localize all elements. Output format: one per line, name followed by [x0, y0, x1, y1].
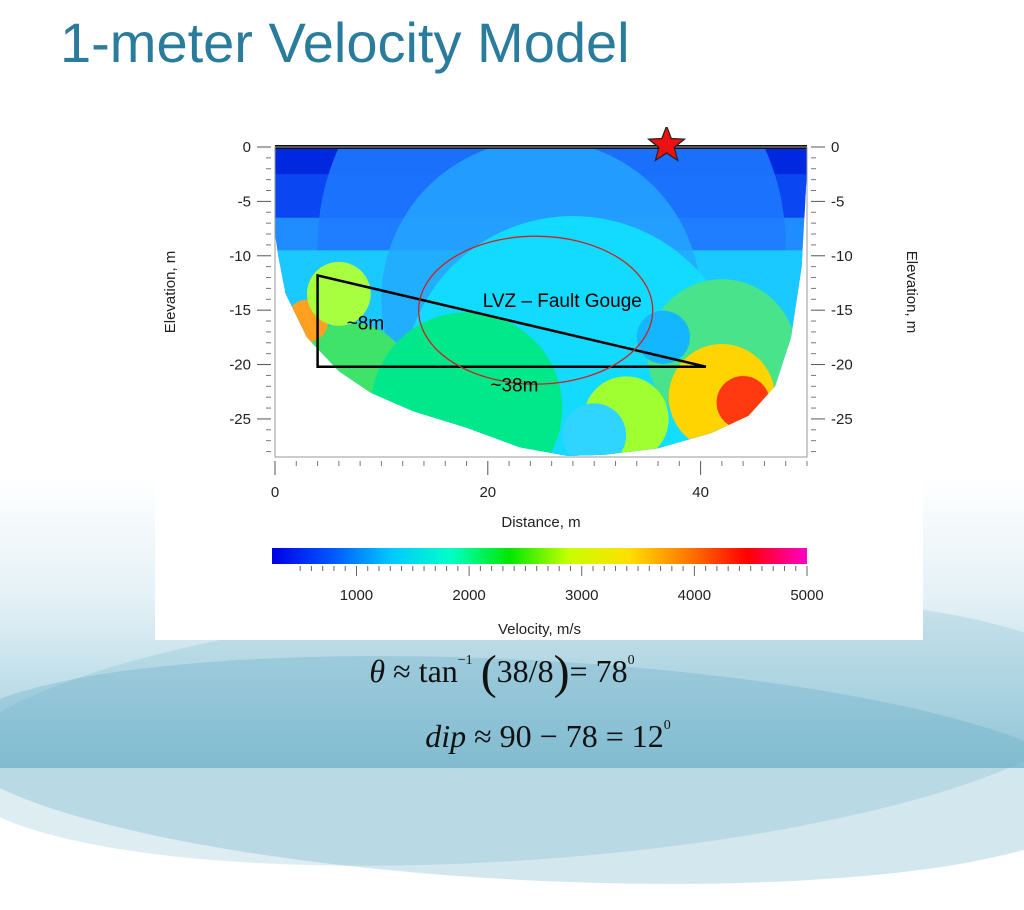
y-tick-label-right: 0: [831, 139, 839, 156]
x-tick-label: 20: [479, 484, 496, 501]
x-axis-label: Distance, m: [501, 514, 580, 531]
y-axis-label-left: Elevation, m: [162, 251, 179, 334]
y-tick-label-left: 0: [243, 139, 251, 156]
y-tick-label-right: -20: [831, 357, 853, 374]
degree-mark: 0: [627, 653, 635, 668]
left-paren: (: [480, 646, 497, 699]
velocity-region: [716, 376, 770, 430]
y-tick-label-left: -20: [229, 357, 251, 374]
approx-symbol: ≈: [474, 718, 492, 754]
length-label: ~38m: [490, 376, 538, 397]
slide-title: 1-meter Velocity Model: [60, 11, 630, 74]
x-tick-label: 40: [692, 484, 709, 501]
approx-symbol: ≈: [393, 653, 411, 689]
colorbar-label: Velocity, m/s: [498, 621, 581, 638]
y-tick-label-left: -25: [229, 411, 251, 428]
velocity-region: [562, 403, 627, 456]
y-tick-label-right: -25: [831, 411, 853, 428]
y-tick-label-left: -5: [238, 193, 251, 210]
theta-symbol: θ: [369, 653, 386, 689]
dip-symbol: dip: [425, 718, 467, 754]
y-tick-label-right: -10: [831, 248, 853, 265]
lvz-label: LVZ – Fault Gouge: [483, 291, 642, 312]
dip-result: 90 − 78 = 12: [499, 718, 664, 754]
y-tick-label-left: -15: [229, 302, 251, 319]
colorbar-tick-label: 3000: [565, 587, 598, 604]
velocity-region: [402, 216, 744, 456]
x-tick-label: 0: [271, 484, 279, 501]
plot-frame: [274, 146, 808, 458]
colorbar-tick-label: 1000: [340, 587, 373, 604]
colorbar-tick-label: 4000: [678, 587, 711, 604]
y-tick-label-right: -15: [831, 302, 853, 319]
velocity-region: [370, 312, 563, 456]
y-tick-label-left: -10: [229, 248, 251, 265]
degree-mark: 0: [663, 718, 671, 733]
y-axis-label-right: Elevation, m: [903, 251, 920, 334]
velocity-model-figure: 0 0 -5 -5 -10 -10 -15 -15 -20 -20 -25 -25 0 20 40 Dista…: [155, 127, 923, 640]
inverse-exponent: −1: [457, 653, 473, 668]
theta-equation: θ ≈ tan−1 (38/8)= 780: [0, 645, 1014, 700]
dip-triangle: [316, 273, 707, 368]
velocity-field: [275, 147, 807, 456]
tan-function: tan: [418, 653, 458, 689]
height-label: ~8m: [347, 314, 385, 335]
colorbar-tick-label: 5000: [790, 587, 823, 604]
colorbar: [272, 548, 807, 564]
colorbar-tick-label: 2000: [452, 587, 485, 604]
theta-result: = 78: [569, 653, 628, 689]
source-star-icon: [646, 127, 687, 162]
lvz-ellipse: [417, 235, 654, 385]
velocity-model-chart: 0 0 -5 -5 -10 -10 -15 -15 -20 -20 -25 -25 0 20 40 Dista…: [162, 127, 920, 638]
right-paren: ): [553, 646, 570, 699]
ratio: 38/8: [496, 653, 554, 689]
dip-equation: dip ≈ 90 − 78 = 120: [36, 718, 1024, 755]
y-tick-label-right: -5: [831, 193, 844, 210]
